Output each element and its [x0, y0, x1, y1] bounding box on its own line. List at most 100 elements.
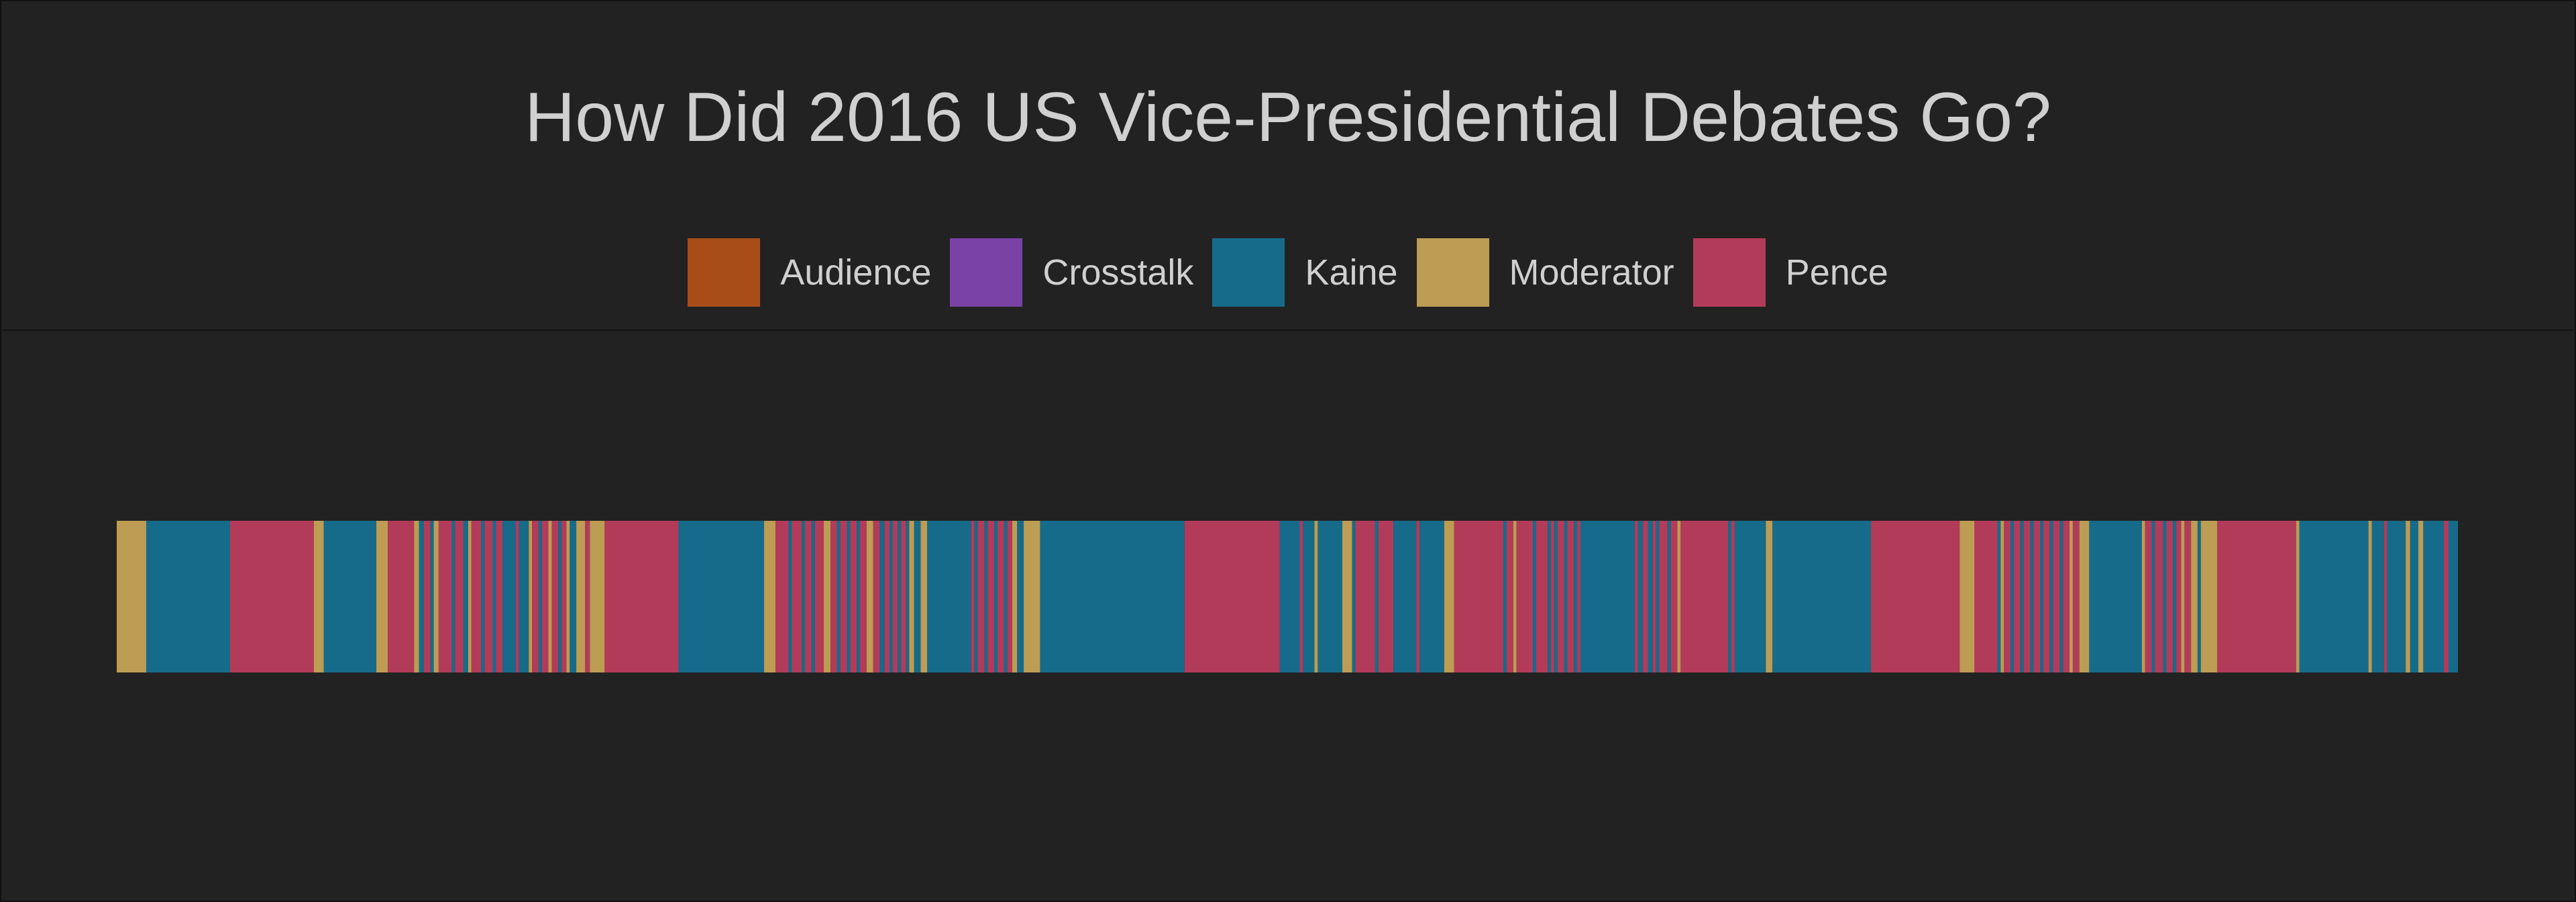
segment-pence-103[interactable] [1536, 521, 1548, 672]
legend-item-kaine[interactable]: Kaine [1212, 238, 1398, 307]
segment-kaine-44[interactable] [802, 521, 806, 672]
segment-pence-59[interactable] [884, 521, 890, 672]
segment-moderator-161[interactable] [2191, 521, 2198, 672]
segment-kaine-1[interactable] [146, 521, 230, 672]
segment-pence-38[interactable] [604, 521, 679, 672]
segment-pence-73[interactable] [987, 521, 995, 672]
segment-moderator-151[interactable] [2141, 521, 2145, 672]
segment-pence-111[interactable] [1577, 521, 1580, 672]
segment-pence-131[interactable] [1974, 521, 1998, 672]
segment-kaine-64[interactable] [906, 521, 910, 672]
segment-pence-123[interactable] [1680, 521, 1729, 672]
segment-moderator-173[interactable] [2418, 521, 2424, 672]
segment-kaine-79[interactable] [1017, 521, 1024, 672]
segment-kaine-120[interactable] [1667, 521, 1671, 672]
segment-moderator-127[interactable] [1766, 521, 1773, 672]
segment-pence-138[interactable] [2023, 521, 2031, 672]
segment-pence-6[interactable] [388, 521, 415, 672]
segment-kaine-70[interactable] [974, 521, 978, 672]
segment-pence-47[interactable] [814, 521, 824, 672]
segment-pence-121[interactable] [1670, 521, 1678, 672]
segment-pence-92[interactable] [1378, 521, 1394, 672]
segment-pence-148[interactable] [2072, 521, 2080, 672]
segment-kaine-76[interactable] [1004, 521, 1008, 672]
segment-pence-101[interactable] [1516, 521, 1534, 672]
segment-pence-26[interactable] [532, 521, 539, 672]
segment-kaine-18[interactable] [481, 521, 485, 672]
segment-moderator-56[interactable] [866, 521, 873, 672]
segment-kaine-89[interactable] [1352, 521, 1356, 672]
segment-kaine-34[interactable] [570, 521, 577, 672]
segment-pence-49[interactable] [830, 521, 837, 672]
segment-kaine-20[interactable] [492, 521, 496, 672]
segment-pence-30[interactable] [551, 521, 559, 672]
segment-pence-154[interactable] [2155, 521, 2163, 672]
segment-kaine-52[interactable] [847, 521, 851, 672]
segment-pence-21[interactable] [496, 521, 503, 672]
segment-pence-156[interactable] [2166, 521, 2174, 672]
segment-kaine-93[interactable] [1393, 521, 1417, 672]
segment-pence-105[interactable] [1550, 521, 1554, 672]
segment-pence-61[interactable] [892, 521, 898, 672]
segment-pence-77[interactable] [1007, 521, 1012, 672]
segment-moderator-78[interactable] [1012, 521, 1018, 672]
segment-moderator-80[interactable] [1024, 521, 1040, 672]
segment-pence-32[interactable] [561, 521, 567, 672]
segment-kaine-170[interactable] [2387, 521, 2406, 672]
segment-kaine-42[interactable] [788, 521, 792, 672]
segment-kaine-174[interactable] [2423, 521, 2445, 672]
segment-kaine-168[interactable] [2371, 521, 2384, 672]
segment-kaine-153[interactable] [2151, 521, 2155, 672]
segment-kaine-112[interactable] [1580, 521, 1635, 672]
segment-pence-36[interactable] [585, 521, 590, 672]
segment-pence-109[interactable] [1567, 521, 1574, 672]
segment-kaine-22[interactable] [502, 521, 516, 672]
segment-kaine-91[interactable] [1375, 521, 1379, 672]
segment-pence-164[interactable] [2217, 521, 2296, 672]
segment-pence-23[interactable] [515, 521, 519, 672]
segment-pence-113[interactable] [1634, 521, 1638, 672]
segment-moderator-16[interactable] [468, 521, 472, 672]
legend-item-moderator[interactable]: Moderator [1416, 238, 1674, 307]
segment-kaine-108[interactable] [1564, 521, 1568, 672]
segment-pence-63[interactable] [901, 521, 906, 672]
segment-pence-55[interactable] [860, 521, 867, 672]
segment-moderator-11[interactable] [433, 521, 439, 672]
segment-pence-144[interactable] [2053, 521, 2060, 672]
segment-kaine-50[interactable] [837, 521, 841, 672]
segment-pence-12[interactable] [438, 521, 452, 672]
segment-pence-28[interactable] [541, 521, 549, 672]
segment-moderator-147[interactable] [2070, 521, 2073, 672]
segment-kaine-155[interactable] [2163, 521, 2167, 672]
segment-kaine-114[interactable] [1638, 521, 1644, 672]
segment-moderator-130[interactable] [1960, 521, 1975, 672]
segment-pence-14[interactable] [455, 521, 464, 672]
segment-moderator-40[interactable] [763, 521, 776, 672]
segment-pence-51[interactable] [840, 521, 847, 672]
segment-moderator-133[interactable] [2000, 521, 2004, 672]
segment-pence-99[interactable] [1507, 521, 1513, 672]
segment-pence-53[interactable] [850, 521, 857, 672]
segment-moderator-159[interactable] [2181, 521, 2185, 672]
segment-moderator-48[interactable] [823, 521, 831, 672]
segment-moderator-67[interactable] [920, 521, 928, 672]
segment-pence-125[interactable] [1731, 521, 1735, 672]
segment-moderator-163[interactable] [2200, 521, 2218, 672]
segment-kaine-8[interactable] [419, 521, 424, 672]
segment-moderator-33[interactable] [566, 521, 570, 672]
segment-kaine-139[interactable] [2030, 521, 2034, 672]
segment-kaine-98[interactable] [1503, 521, 1507, 672]
segment-moderator-35[interactable] [576, 521, 585, 672]
segment-kaine-10[interactable] [430, 521, 434, 672]
segment-kaine-176[interactable] [2449, 521, 2458, 672]
legend-item-audience[interactable]: Audience [688, 238, 931, 307]
segment-kaine-106[interactable] [1554, 521, 1558, 672]
segment-pence-94[interactable] [1416, 521, 1420, 672]
segment-moderator-122[interactable] [1677, 521, 1681, 672]
segment-pence-69[interactable] [971, 521, 975, 672]
segment-kaine-95[interactable] [1419, 521, 1444, 672]
segment-moderator-29[interactable] [548, 521, 552, 672]
segment-pence-119[interactable] [1659, 521, 1668, 672]
segment-kaine-31[interactable] [558, 521, 562, 672]
segment-kaine-145[interactable] [2059, 521, 2063, 672]
